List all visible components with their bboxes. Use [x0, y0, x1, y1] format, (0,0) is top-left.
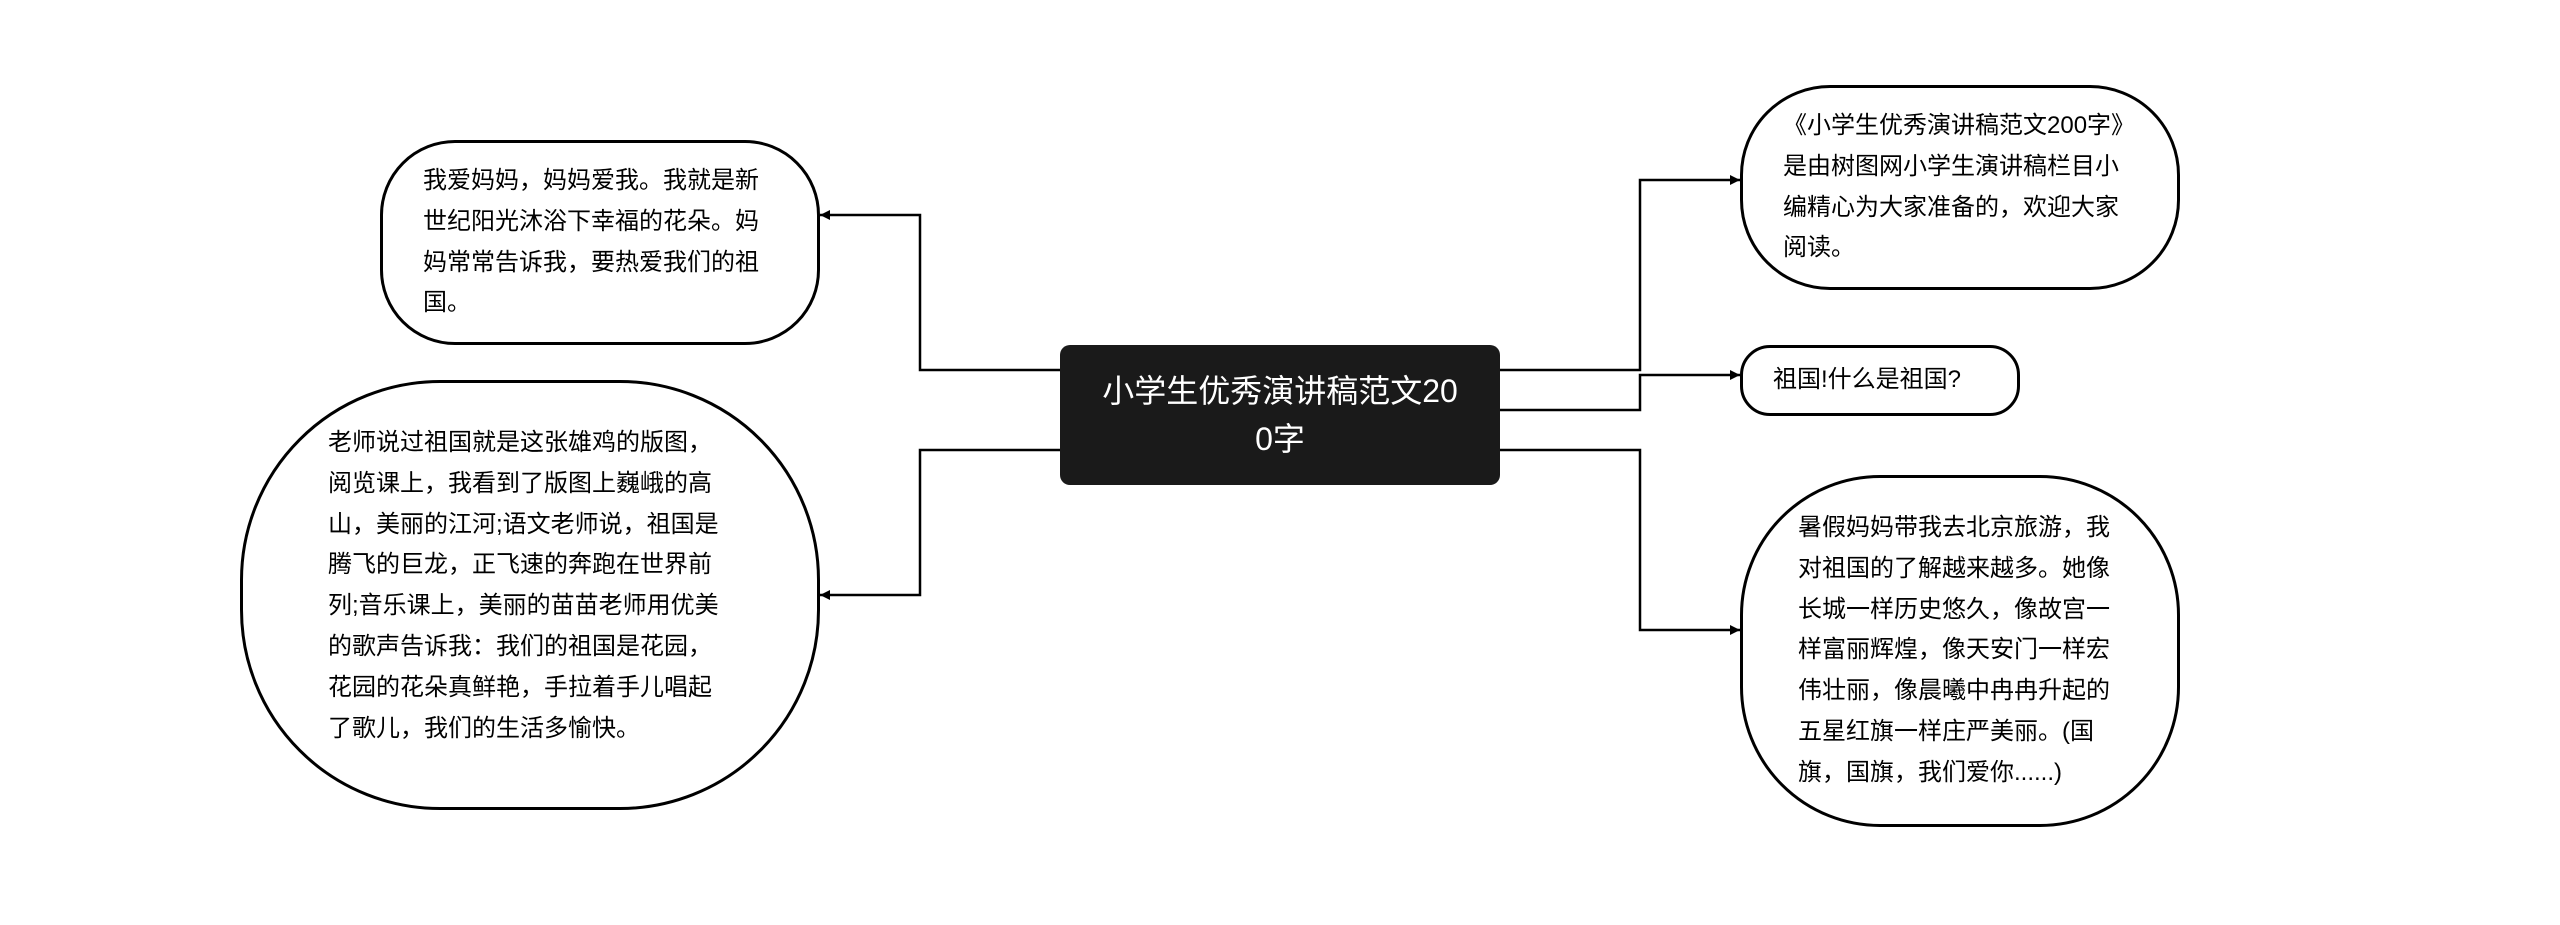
connector-right-1 — [1500, 180, 1740, 370]
node-left-1: 我爱妈妈，妈妈爱我。我就是新世纪阳光沐浴下幸福的花朵。妈妈常常告诉我，要热爱我们… — [380, 140, 820, 345]
central-node: 小学生优秀演讲稿范文20 0字 — [1060, 345, 1500, 485]
node-right-1: 《小学生优秀演讲稿范文200字》是由树图网小学生演讲稿栏目小编精心为大家准备的，… — [1740, 85, 2180, 290]
connector-left-2 — [820, 450, 1060, 595]
connector-right-2 — [1500, 375, 1740, 410]
connector-right-3 — [1500, 450, 1740, 630]
node-text: 我爱妈妈，妈妈爱我。我就是新世纪阳光沐浴下幸福的花朵。妈妈常常告诉我，要热爱我们… — [423, 167, 759, 316]
node-text: 祖国!什么是祖国? — [1773, 366, 1961, 393]
node-left-2: 老师说过祖国就是这张雄鸡的版图，阅览课上，我看到了版图上巍峨的高山，美丽的江河;… — [240, 380, 820, 810]
node-text: 暑假妈妈带我去北京旅游，我对祖国的了解越来越多。她像长城一样历史悠久，像故宫一样… — [1798, 514, 2110, 786]
connector-left-1 — [820, 215, 1060, 370]
node-text: 《小学生优秀演讲稿范文200字》是由树图网小学生演讲稿栏目小编精心为大家准备的，… — [1783, 112, 2135, 261]
node-right-3: 暑假妈妈带我去北京旅游，我对祖国的了解越来越多。她像长城一样历史悠久，像故宫一样… — [1740, 475, 2180, 827]
node-text: 老师说过祖国就是这张雄鸡的版图，阅览课上，我看到了版图上巍峨的高山，美丽的江河;… — [328, 429, 719, 742]
node-right-2: 祖国!什么是祖国? — [1740, 345, 2020, 416]
central-text-line1: 小学生优秀演讲稿范文20 — [1102, 373, 1458, 409]
central-text-line2: 0字 — [1255, 421, 1305, 457]
